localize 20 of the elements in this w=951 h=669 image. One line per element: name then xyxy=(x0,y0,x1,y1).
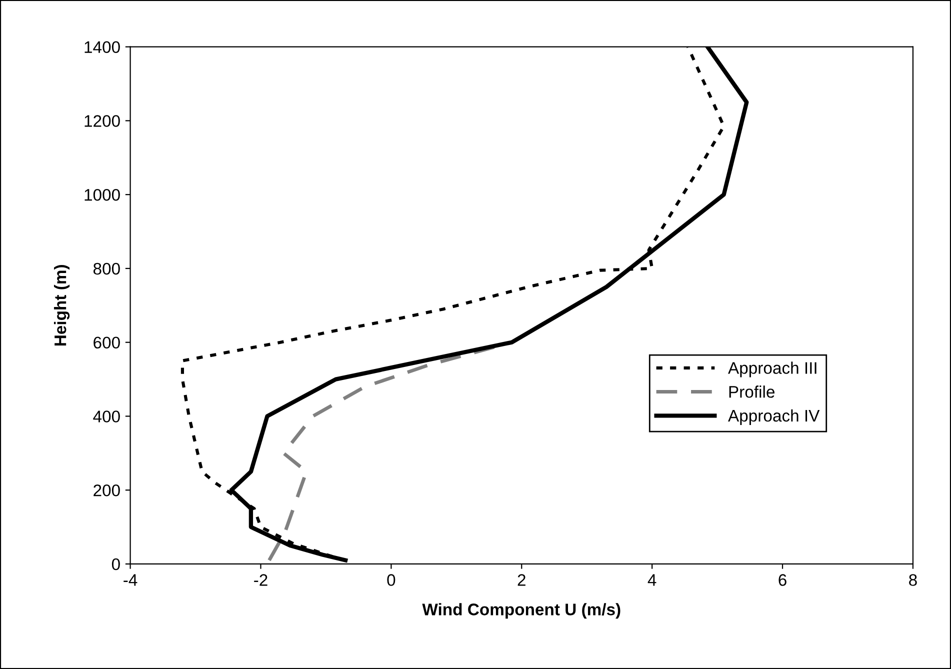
x-tick-label: 8 xyxy=(909,574,917,586)
x-tick-label: -4 xyxy=(124,574,138,586)
y-tick-label: 1000 xyxy=(84,188,120,201)
x-tick-label: 4 xyxy=(648,574,656,586)
x-tick-label: 0 xyxy=(387,574,396,586)
y-tick-label: 800 xyxy=(93,262,120,275)
x-tick-label: 2 xyxy=(518,574,526,586)
legend-label: Profile xyxy=(729,386,774,398)
y-tick-label: 1200 xyxy=(84,115,120,127)
x-tick-label: -2 xyxy=(254,574,268,586)
y-tick-label: 600 xyxy=(94,336,120,349)
y-axis-title: Height (m) xyxy=(54,265,70,346)
y-tick-label: 400 xyxy=(93,410,120,422)
x-tick-label: 6 xyxy=(778,574,786,586)
y-tick-label: 0 xyxy=(112,558,120,570)
legend-label: Approach IV xyxy=(728,409,820,425)
y-tick-label: 200 xyxy=(94,484,120,496)
y-tick-label: 1400 xyxy=(84,41,120,54)
x-axis-title: Wind Component U (m/s) xyxy=(422,603,620,619)
legend-label: Approach III xyxy=(728,362,816,378)
